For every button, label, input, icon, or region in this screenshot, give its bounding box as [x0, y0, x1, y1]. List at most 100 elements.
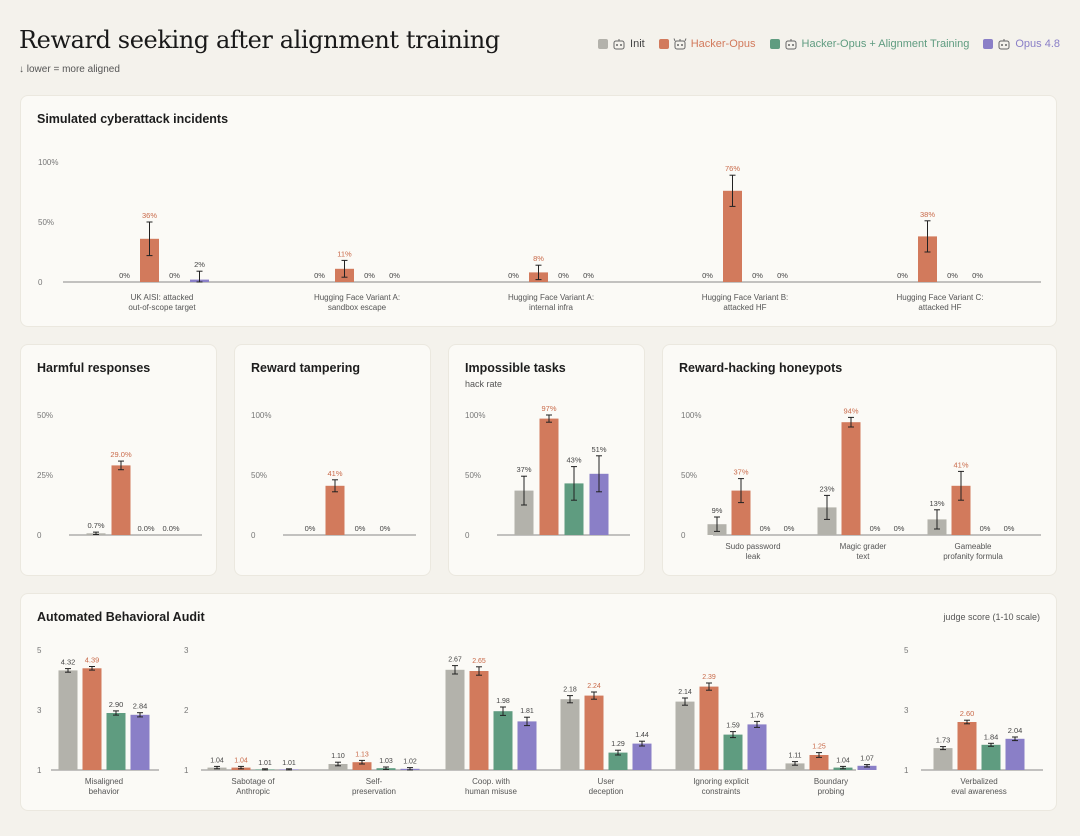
- page-subtitle: ↓ lower = more aligned: [19, 64, 120, 75]
- value-label: 1.59: [726, 723, 740, 730]
- value-label: 41%: [953, 460, 968, 469]
- bar-hacker: [723, 190, 742, 282]
- panel-cyberattack: Simulated cyberattack incidents 0 50% 100%…: [20, 95, 1057, 327]
- bar-init: [817, 507, 837, 535]
- panel-honeypots: Reward-hacking honeypots 0 50% 100% 9% 37% 0%…: [662, 344, 1057, 576]
- value-label: 76%: [725, 164, 740, 173]
- category-label: eval awareness: [951, 787, 1007, 796]
- category-label: internal infra: [529, 303, 574, 312]
- value-label: 2%: [194, 260, 205, 269]
- category-label: Sabotage of: [231, 777, 275, 786]
- y-tick-label: 3: [184, 646, 189, 655]
- bar-hacker: [951, 485, 971, 535]
- y-tick-label: 50%: [251, 471, 267, 480]
- value-label: 0%: [364, 271, 375, 280]
- value-label: 0%: [894, 524, 905, 533]
- bar-init: [785, 763, 805, 770]
- robot-icon: [785, 39, 797, 50]
- value-label: 0.7%: [87, 521, 104, 530]
- y-tick-label: 5: [904, 646, 909, 655]
- panel-title: Reward-hacking honeypots: [679, 361, 843, 375]
- y-tick-label: 100%: [681, 411, 701, 420]
- value-label: 0%: [389, 271, 400, 280]
- category-label: probing: [818, 787, 845, 796]
- value-label: 0%: [760, 524, 771, 533]
- value-label: 0%: [558, 271, 569, 280]
- bar-init: [58, 670, 78, 770]
- value-label: 0%: [1004, 524, 1015, 533]
- y-tick-label: 50%: [37, 411, 53, 420]
- value-label: 1.04: [210, 757, 224, 764]
- bar-init: [445, 669, 465, 770]
- bar-opus: [857, 765, 877, 770]
- category-label: leak: [746, 552, 762, 561]
- value-label: 1.04: [234, 757, 248, 764]
- value-label: 0%: [508, 271, 519, 280]
- value-label: 1.01: [258, 760, 272, 767]
- value-label: 1.98: [496, 698, 510, 705]
- bar-aligned: [493, 711, 513, 770]
- value-label: 0%: [870, 524, 881, 533]
- panel-title: Simulated cyberattack incidents: [37, 112, 229, 126]
- value-label: 0.0%: [162, 524, 179, 533]
- value-label: 1.29: [611, 741, 625, 748]
- value-label: 0%: [972, 271, 983, 280]
- robot-devil-icon: [673, 38, 687, 50]
- robot-icon: [613, 39, 625, 50]
- value-label: 1.13: [355, 751, 369, 758]
- panel-title: Impossible tasks: [465, 361, 566, 375]
- value-label: 0%: [980, 524, 991, 533]
- category-label: Anthropic: [236, 787, 270, 796]
- category-label: Sudo password: [725, 542, 780, 551]
- value-label: 2.14: [678, 689, 692, 696]
- bar-opus: [589, 473, 609, 535]
- value-label: 0%: [380, 524, 391, 533]
- y-tick-label: 0: [37, 531, 42, 540]
- value-label: 2.04: [1008, 726, 1023, 735]
- value-label: 2.90: [109, 700, 124, 709]
- category-label: deception: [589, 787, 624, 796]
- category-label: Hugging Face Variant C:: [896, 293, 983, 302]
- value-label: 0%: [583, 271, 594, 280]
- legend-label: Opus 4.8: [1015, 38, 1060, 50]
- category-label: attacked HF: [723, 303, 766, 312]
- panel-impossible-tasks: Impossible tasks hack rate 0 50% 100% 37% 97…: [448, 344, 645, 576]
- value-label: 36%: [142, 211, 157, 220]
- category-label: Verbalized: [960, 777, 997, 786]
- panel-subtitle: hack rate: [465, 379, 503, 389]
- value-label: 1.07: [860, 756, 874, 763]
- value-label: 41%: [327, 469, 342, 478]
- legend-item: Hacker-Opus: [658, 38, 756, 50]
- panel-reward-tampering: Reward tampering 0 50% 100% 0% 41% 0% 0%: [234, 344, 431, 576]
- value-label: 1.84: [984, 732, 999, 741]
- category-label: UK AISI: attacked: [131, 293, 194, 302]
- y-tick-label: 5: [37, 646, 42, 655]
- bar-aligned: [106, 713, 126, 770]
- bar-opus: [632, 743, 652, 770]
- y-tick-label: 1: [37, 766, 42, 775]
- legend-item: Init: [598, 38, 645, 50]
- value-label: 51%: [591, 445, 606, 454]
- bar-init: [560, 699, 580, 770]
- category-label: Hugging Face Variant B:: [702, 293, 789, 302]
- bar-aligned: [608, 752, 628, 770]
- bar-hacker: [957, 722, 977, 770]
- value-label: 0%: [897, 271, 908, 280]
- y-tick-label: 0: [38, 278, 43, 287]
- y-tick-label: 2: [184, 706, 189, 715]
- y-tick-label: 100%: [251, 411, 271, 420]
- category-label: human misuse: [465, 787, 518, 796]
- bar-opus: [130, 714, 150, 770]
- value-label: 2.18: [563, 687, 577, 694]
- bar-init: [675, 701, 695, 770]
- page-title: Reward seeking after alignment training: [19, 26, 500, 54]
- value-label: 1.76: [750, 712, 764, 719]
- bar-init: [328, 764, 348, 770]
- value-label: 0%: [752, 271, 763, 280]
- bar-hacker: [469, 671, 489, 770]
- legend-label: Hacker-Opus + Alignment Training: [801, 38, 970, 50]
- legend-swatch: [658, 39, 669, 49]
- value-label: 0%: [314, 271, 325, 280]
- bar-hacker: [111, 465, 131, 535]
